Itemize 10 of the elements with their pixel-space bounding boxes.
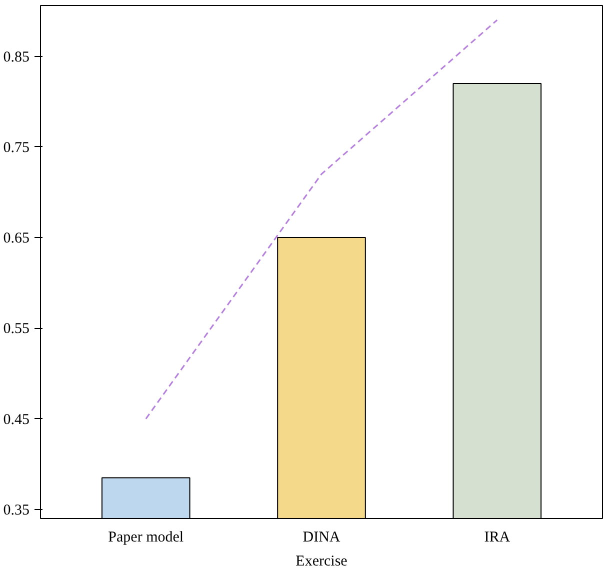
x-tick-label: Paper model [108,530,184,546]
y-tick-label: 0.75 [3,140,30,156]
y-tick-label: 0.45 [3,412,30,428]
y-tick-label: 0.65 [3,230,30,247]
y-tick-label: 0.35 [3,502,30,518]
x-tick-label: IRA [484,530,510,546]
y-tick-label: 0.55 [3,321,30,338]
x-tick-label: DINA [302,530,340,546]
x-axis-title: Exercise [296,554,348,570]
y-tick-label: 0.85 [3,49,30,66]
